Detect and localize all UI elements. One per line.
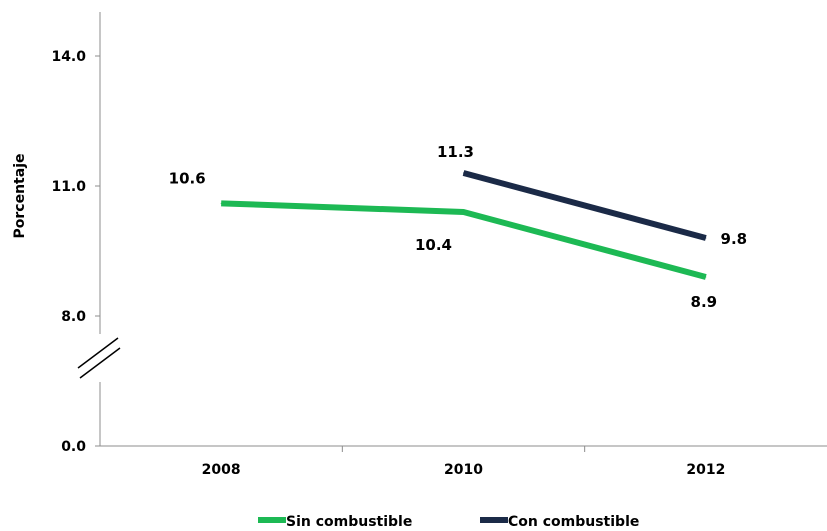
y-axis-label: Porcentaje <box>12 154 28 239</box>
data-label: 10.6 <box>169 169 206 187</box>
data-point <box>220 202 222 204</box>
data-point <box>705 276 707 278</box>
axes <box>77 12 827 447</box>
legend-label: Sin combustible <box>286 514 412 530</box>
y-tick-label: 11.0 <box>51 179 86 195</box>
data-label: 9.8 <box>721 230 748 248</box>
data-point <box>463 172 464 174</box>
tick-labels: 0.0 8.0 11.0 14.0 2008 2010 2012 <box>51 49 725 478</box>
axis-break-marker <box>77 337 121 379</box>
y-axis-title: Porcentaje <box>12 154 28 239</box>
y-tick-label: 8.0 <box>61 309 86 325</box>
series-line-0 <box>221 200 707 280</box>
x-tick-label: 2010 <box>444 462 483 478</box>
legend-label: Con combustible <box>508 514 639 530</box>
x-tick-label: 2008 <box>202 462 241 478</box>
data-point <box>705 237 707 239</box>
data-label: 8.9 <box>691 293 718 311</box>
series-lines <box>220 170 707 280</box>
data-label: 10.4 <box>415 236 452 254</box>
series-line-1 <box>462 170 707 241</box>
data-point <box>463 211 464 213</box>
y-tick-label: 0.0 <box>61 439 86 455</box>
legend: Sin combustible Con combustible <box>258 514 639 530</box>
x-tick-label: 2012 <box>686 462 725 478</box>
data-labels: 10.6 10.4 8.9 11.3 9.8 <box>169 143 747 311</box>
y-tick-label: 14.0 <box>51 49 86 65</box>
data-label: 11.3 <box>437 143 474 161</box>
